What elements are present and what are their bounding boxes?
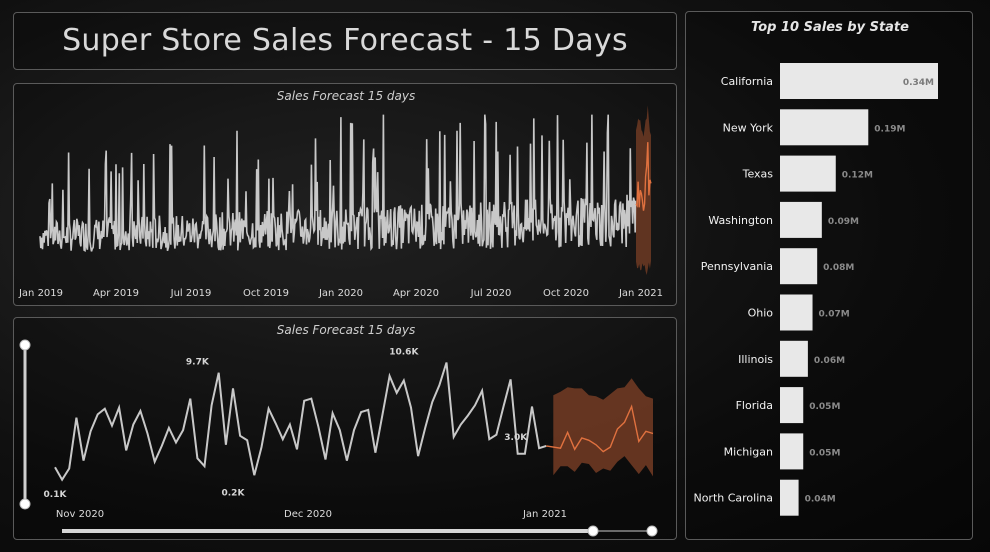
forecast-line	[546, 404, 654, 453]
top-states-bar-chart[interactable]: Top 10 Sales by State California 0.34M New …	[685, 11, 973, 540]
bar-value-label: 0.12M	[842, 171, 873, 181]
x-tick-label: Jan 2021	[618, 288, 663, 299]
overview-forecast-chart[interactable]: Sales Forecast 15 days Jan 2019 Apr 2019 Ju…	[13, 83, 677, 306]
state-label: Florida	[736, 399, 773, 412]
dashboard-title: Super Store Sales Forecast - 15 Days	[62, 23, 628, 58]
bar[interactable]	[780, 387, 804, 424]
data-label: 9.7K	[186, 358, 210, 368]
bar-value-label: 0.06M	[814, 356, 845, 366]
x-tick-label: Jul 2020	[470, 288, 512, 299]
x-tick-label: Oct 2020	[543, 288, 589, 299]
x-tick-label: Jul 2019	[170, 288, 212, 299]
bar-value-label: 0.07M	[819, 310, 850, 320]
bar-value-label: 0.19M	[874, 124, 905, 134]
data-label: 0.2K	[222, 489, 246, 499]
x-tick-label: Apr 2019	[93, 288, 139, 299]
bar[interactable]	[780, 155, 836, 192]
overview-forecast-svg[interactable]: Sales Forecast 15 days Jan 2019 Apr 2019 Ju…	[14, 84, 678, 307]
bar-value-label: 0.05M	[809, 448, 840, 458]
state-label: Washington	[708, 214, 773, 227]
state-label: California	[721, 75, 773, 88]
state-label: Michigan	[724, 445, 773, 458]
state-label: Illinois	[738, 353, 773, 366]
bar-value-label: 0.04M	[805, 495, 836, 505]
chart-title: Sales Forecast 15 days	[277, 323, 415, 337]
x-tick-label: Nov 2020	[56, 509, 104, 520]
bar[interactable]	[780, 63, 938, 99]
x-tick-label: Jan 2020	[318, 288, 363, 299]
bar-value-label: 0.05M	[809, 402, 840, 412]
data-label: 0.1K	[44, 490, 68, 500]
state-label: Ohio	[748, 307, 774, 320]
zoomed-forecast-chart[interactable]: Sales Forecast 15 days 0.1K 9.7K 0.2K 10.6K 3…	[13, 317, 677, 540]
zoomed-forecast-svg[interactable]: Sales Forecast 15 days 0.1K 9.7K 0.2K 10.6K 3…	[14, 318, 678, 541]
state-label: New York	[723, 121, 774, 134]
bar-value-label: 0.08M	[823, 263, 854, 273]
data-label: 3.0K	[504, 433, 528, 443]
forecast-line	[635, 142, 652, 211]
horizontal-slider-handle-start[interactable]	[587, 525, 599, 537]
data-label: 10.6K	[389, 348, 419, 358]
state-label: Pennsylvania	[701, 260, 773, 273]
chart-title: Sales Forecast 15 days	[277, 89, 415, 103]
bar[interactable]	[780, 294, 813, 331]
title-panel: Super Store Sales Forecast - 15 Days	[13, 12, 677, 70]
actual-sales-line	[39, 114, 637, 253]
x-tick-label: Oct 2019	[243, 288, 289, 299]
actual-sales-line	[54, 362, 547, 482]
horizontal-slider-handle-end[interactable]	[646, 525, 658, 537]
bar[interactable]	[780, 479, 799, 516]
bar[interactable]	[780, 248, 818, 285]
bar[interactable]	[780, 340, 808, 377]
bar-value-label: 0.09M	[828, 217, 859, 227]
forecast-confidence-band	[553, 378, 653, 477]
vertical-slider-handle-top[interactable]	[19, 339, 31, 351]
x-tick-label: Jan 2021	[522, 509, 567, 520]
state-label: North Carolina	[693, 492, 773, 505]
x-tick-label: Dec 2020	[284, 509, 332, 520]
chart-title: Top 10 Sales by State	[751, 20, 909, 35]
state-label: Texas	[742, 168, 774, 181]
bar-value-label: 0.34M	[903, 78, 934, 88]
x-tick-label: Jan 2019	[18, 288, 63, 299]
bar[interactable]	[780, 109, 869, 146]
top-states-svg[interactable]: Top 10 Sales by State California 0.34M New …	[686, 12, 974, 541]
bar[interactable]	[780, 201, 822, 238]
bar[interactable]	[780, 433, 804, 470]
x-tick-label: Apr 2020	[393, 288, 439, 299]
vertical-slider-handle-bottom[interactable]	[19, 498, 31, 510]
